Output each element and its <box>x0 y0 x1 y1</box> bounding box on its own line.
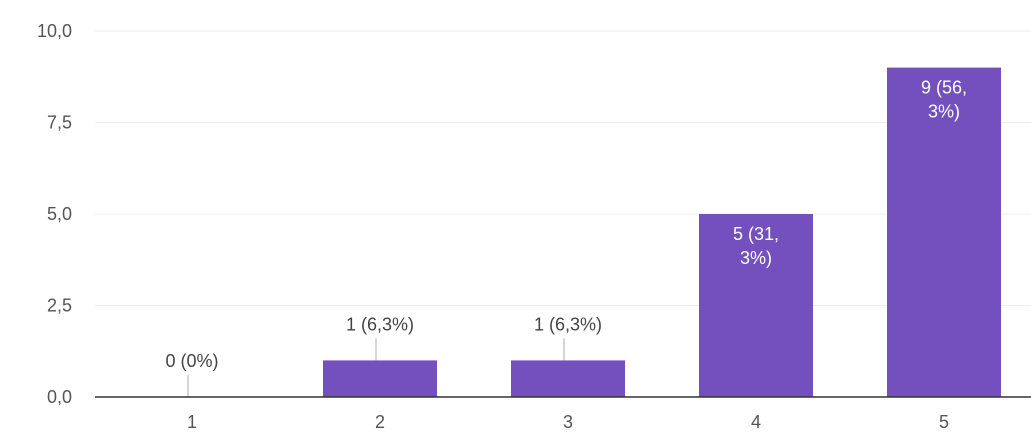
bars <box>323 67 1001 397</box>
x-tick-label: 3 <box>563 412 573 432</box>
y-axis-tick-labels: 0,0 2,5 5,0 7,5 10,0 <box>37 21 72 407</box>
label-leader-lines <box>187 338 565 397</box>
bar <box>323 360 437 397</box>
data-labels: 0 (0%) 1 (6,3%) 1 (6,3%) 5 (31, 3%) 9 (56, 3%) <box>165 78 967 371</box>
x-axis-tick-labels: 1 2 3 4 5 <box>187 412 949 432</box>
data-label: 5 (31, <box>733 224 779 244</box>
data-label: 0 (0%) <box>165 351 218 371</box>
gridlines <box>95 30 1031 306</box>
y-tick-label: 5,0 <box>47 204 72 224</box>
data-label: 9 (56, <box>921 78 967 98</box>
y-tick-label: 7,5 <box>47 113 72 133</box>
data-label: 3%) <box>928 102 960 122</box>
x-tick-label: 2 <box>375 412 385 432</box>
x-tick-label: 1 <box>187 412 197 432</box>
data-label: 1 (6,3%) <box>346 314 414 334</box>
data-label: 1 (6,3%) <box>534 314 602 334</box>
bar <box>511 360 625 397</box>
bar <box>699 214 813 397</box>
data-label: 3%) <box>740 248 772 268</box>
x-tick-label: 4 <box>751 412 761 432</box>
y-tick-label: 0,0 <box>47 387 72 407</box>
y-tick-label: 2,5 <box>47 296 72 316</box>
bar <box>887 67 1001 397</box>
y-tick-label: 10,0 <box>37 21 72 41</box>
x-tick-label: 5 <box>939 412 949 432</box>
